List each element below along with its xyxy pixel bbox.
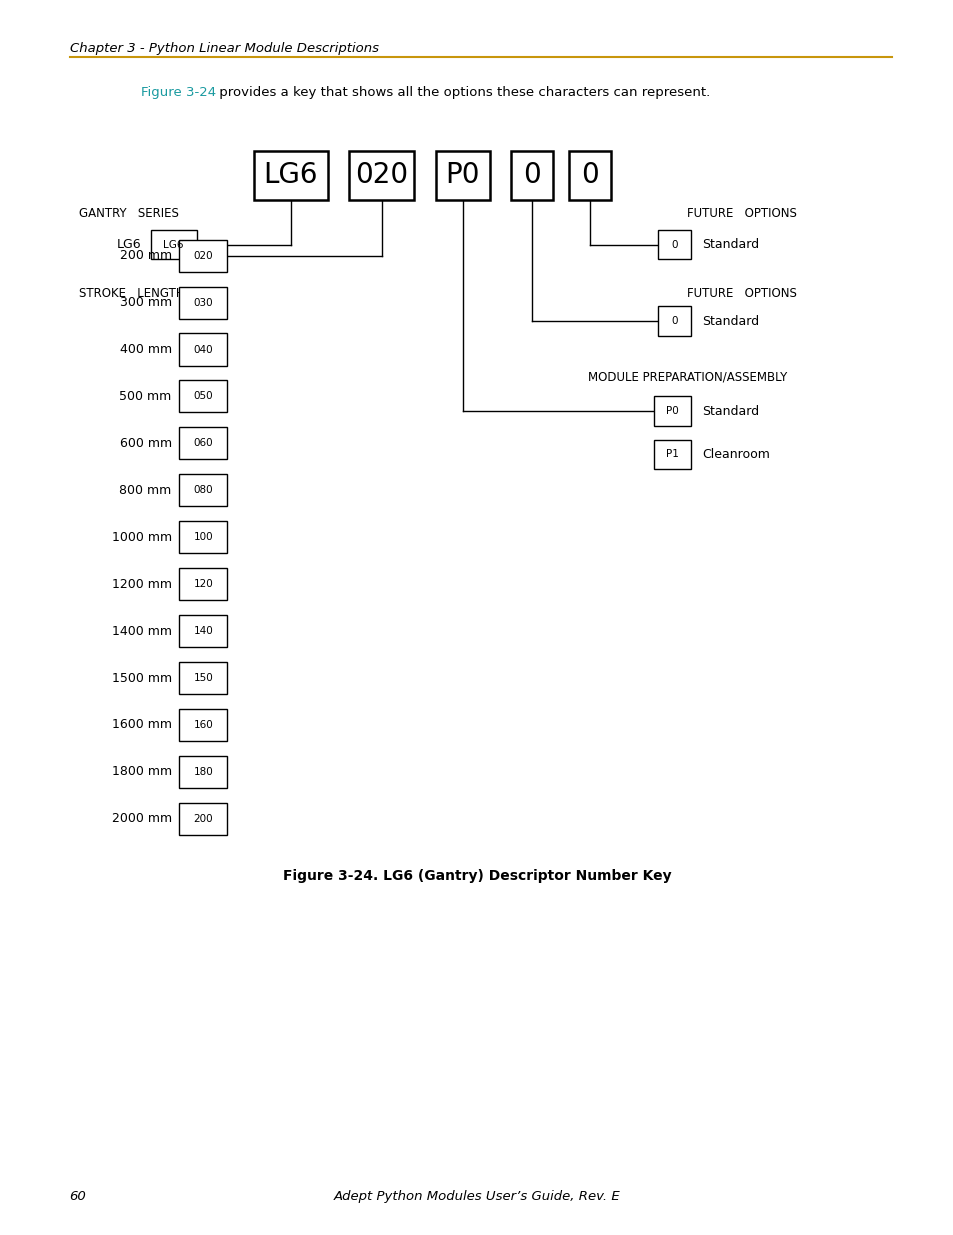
Text: Adept Python Modules User’s Guide, Rev. E: Adept Python Modules User’s Guide, Rev. … <box>334 1189 619 1203</box>
Text: Cleanroom: Cleanroom <box>701 448 769 461</box>
Text: 500 mm: 500 mm <box>119 390 172 403</box>
Text: 300 mm: 300 mm <box>119 296 172 309</box>
Text: 080: 080 <box>193 485 213 495</box>
Bar <box>151 230 196 259</box>
Bar <box>179 615 227 647</box>
Text: Figure 3-24. LG6 (Gantry) Descriptor Number Key: Figure 3-24. LG6 (Gantry) Descriptor Num… <box>282 869 671 883</box>
Text: 140: 140 <box>193 626 213 636</box>
Text: 040: 040 <box>193 345 213 354</box>
Bar <box>179 427 227 459</box>
Text: 020: 020 <box>193 251 213 261</box>
Bar <box>658 306 690 336</box>
Text: FUTURE   OPTIONS: FUTURE OPTIONS <box>686 207 796 221</box>
Text: STROKE   LENGTH: STROKE LENGTH <box>79 287 185 300</box>
Text: Standard: Standard <box>701 315 759 327</box>
Text: 150: 150 <box>193 673 213 683</box>
Bar <box>179 287 227 319</box>
Text: 050: 050 <box>193 391 213 401</box>
Bar <box>179 568 227 600</box>
Text: LG6: LG6 <box>263 162 318 189</box>
Text: LG6: LG6 <box>163 240 184 249</box>
Text: 1000 mm: 1000 mm <box>112 531 172 543</box>
Bar <box>179 380 227 412</box>
Text: 1400 mm: 1400 mm <box>112 625 172 637</box>
Text: Chapter 3 - Python Linear Module Descriptions: Chapter 3 - Python Linear Module Descrip… <box>70 42 378 56</box>
Text: 1200 mm: 1200 mm <box>112 578 172 590</box>
Bar <box>179 240 227 272</box>
Bar <box>658 230 690 259</box>
Text: 800 mm: 800 mm <box>119 484 172 496</box>
Text: 1500 mm: 1500 mm <box>112 672 172 684</box>
Text: 2000 mm: 2000 mm <box>112 813 172 825</box>
Text: 100: 100 <box>193 532 213 542</box>
Bar <box>511 151 553 200</box>
Text: Standard: Standard <box>701 238 759 251</box>
Text: 120: 120 <box>193 579 213 589</box>
Bar <box>179 803 227 835</box>
Text: 600 mm: 600 mm <box>119 437 172 450</box>
Text: provides a key that shows all the options these characters can represent.: provides a key that shows all the option… <box>214 86 709 100</box>
Text: 020: 020 <box>355 162 408 189</box>
Text: 200: 200 <box>193 814 213 824</box>
Text: FUTURE   OPTIONS: FUTURE OPTIONS <box>686 287 796 300</box>
Text: 0: 0 <box>671 240 677 249</box>
Text: 0: 0 <box>671 316 677 326</box>
Bar <box>179 709 227 741</box>
Text: 1800 mm: 1800 mm <box>112 766 172 778</box>
Bar <box>179 474 227 506</box>
Text: 200 mm: 200 mm <box>119 249 172 262</box>
Bar <box>349 151 414 200</box>
Bar <box>253 151 328 200</box>
Bar <box>654 440 690 469</box>
Bar <box>435 151 490 200</box>
Bar <box>654 396 690 426</box>
Bar <box>179 521 227 553</box>
Bar <box>179 662 227 694</box>
Text: P1: P1 <box>665 450 679 459</box>
Text: P0: P0 <box>665 406 679 416</box>
Bar <box>568 151 610 200</box>
Text: Standard: Standard <box>701 405 759 417</box>
Text: 180: 180 <box>193 767 213 777</box>
Bar <box>179 333 227 366</box>
Text: 060: 060 <box>193 438 213 448</box>
Text: P0: P0 <box>445 162 479 189</box>
Text: 0: 0 <box>523 162 540 189</box>
Bar <box>179 756 227 788</box>
Text: GANTRY   SERIES: GANTRY SERIES <box>79 207 179 221</box>
Text: LG6: LG6 <box>116 238 141 251</box>
Text: 400 mm: 400 mm <box>119 343 172 356</box>
Text: MODULE PREPARATION/ASSEMBLY: MODULE PREPARATION/ASSEMBLY <box>587 370 786 384</box>
Text: 60: 60 <box>70 1189 87 1203</box>
Text: Figure 3-24: Figure 3-24 <box>141 86 216 100</box>
Text: 160: 160 <box>193 720 213 730</box>
Text: 1600 mm: 1600 mm <box>112 719 172 731</box>
Text: 0: 0 <box>580 162 598 189</box>
Text: 030: 030 <box>193 298 213 308</box>
